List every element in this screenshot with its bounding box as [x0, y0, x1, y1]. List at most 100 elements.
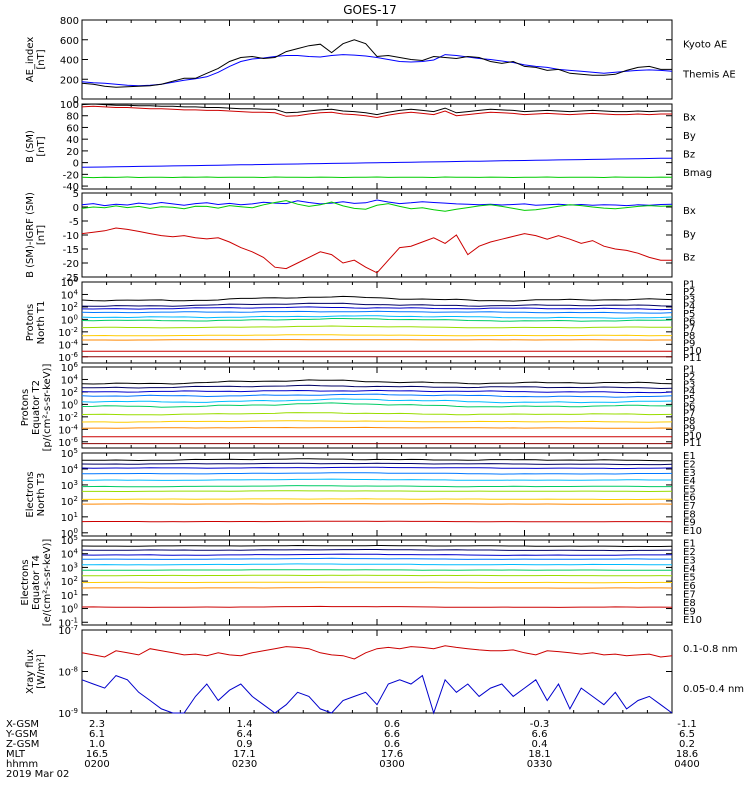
legend-protons-t2-p11: P11 — [683, 438, 702, 449]
series-protons-t1-p2 — [81, 302, 673, 307]
legend-electrons-t3-e9: E9 — [683, 518, 696, 529]
legend-electrons-t4-e4: E4 — [683, 564, 696, 575]
legend-protons-t1-p3: P3 — [683, 294, 695, 305]
legend-electrons-t4-e9: E9 — [683, 606, 696, 617]
footer-value: 17.1 — [233, 749, 255, 760]
y-tick-label: 102 — [61, 386, 78, 399]
series-electrons-t3-e8 — [82, 498, 672, 501]
series-electrons-t4-e3 — [81, 553, 673, 556]
series-electrons-t4-e4 — [81, 557, 672, 560]
y-tick-label: 400 — [60, 56, 79, 67]
legend-bsm-bx: Bx — [683, 113, 696, 124]
legend-electrons-t3-e10: E10 — [683, 526, 702, 537]
legend-protons-t2-p5: P5 — [683, 394, 695, 405]
panel-xray: 10-7 10-8 10-9 Xray flux[W/m²] 0.1-0.8 nm 0.0… — [25, 624, 744, 720]
y-tick-label: 10-2 — [58, 326, 78, 339]
y-tick-label: 10-6 — [58, 436, 78, 449]
legend-xray-0-1-0-8-nm: 0.1-0.8 nm — [683, 644, 738, 655]
legend-ae-themis-ae: Themis AE — [682, 70, 736, 81]
series-bsm-by — [81, 176, 673, 179]
y-tick-label: 10-1 — [58, 616, 78, 629]
legend-protons-t2-p3: P3 — [683, 379, 695, 390]
series-bsm-igrf-by — [81, 200, 673, 212]
footer-value: 6.1 — [89, 729, 105, 740]
footer-value: 18.6 — [676, 749, 698, 760]
y-axis-label-bsm: B (SM)[nT] — [25, 130, 47, 163]
legend-electrons-t4-e1: E1 — [683, 538, 696, 549]
footer-value: 0330 — [527, 759, 552, 770]
y-tick-label: 101 — [61, 589, 78, 602]
legend-protons-t2-p2: P2 — [683, 372, 695, 383]
y-tick-label: 103 — [61, 561, 78, 574]
series-electrons-t3-e10 — [81, 520, 673, 523]
series-protons-t2-p9 — [81, 426, 673, 429]
footer-value: 0.9 — [237, 739, 253, 750]
legend-electrons-t3-e6: E6 — [683, 493, 696, 504]
legend-ae-kyoto-ae: Kyoto AE — [683, 39, 727, 50]
series-protons-t2-p2 — [81, 384, 673, 390]
panel-frame-ae — [81, 19, 673, 100]
series-protons-t1-p6 — [81, 318, 673, 322]
y-tick-label: 104 — [61, 463, 79, 476]
series-xray-0-1-0-8-nm — [81, 645, 673, 660]
legend-electrons-t4-e10: E10 — [683, 615, 702, 626]
footer-value: 1.0 — [89, 739, 105, 750]
footer-value: 0.6 — [384, 719, 400, 730]
series-electrons-t4-e1 — [81, 544, 673, 548]
legend-electrons-t3-e1: E1 — [683, 451, 696, 462]
legend-protons-t2-p10: P10 — [683, 431, 702, 442]
y-tick-label: 10-8 — [58, 666, 78, 679]
legend-protons-t2-p9: P9 — [683, 423, 695, 434]
y-tick-label: -10 — [63, 231, 79, 242]
footer-value: 0300 — [379, 759, 404, 770]
y-tick-label: 106 — [61, 276, 79, 289]
y-tick-label: 10-9 — [58, 707, 78, 720]
footer-value: 1.4 — [237, 719, 253, 730]
footer-value: 0.4 — [532, 739, 548, 750]
series-protons-t1-p7 — [81, 325, 672, 329]
legend-bsm-igrf-bz: Bz — [683, 253, 695, 264]
footer-label-z-gsm: Z-GSM — [6, 739, 39, 750]
y-tick-label: 102 — [61, 575, 78, 588]
legend-electrons-t4-e5: E5 — [683, 572, 696, 583]
y-tick-label: -20 — [63, 259, 79, 270]
footer-value: 6.4 — [237, 729, 253, 740]
footer-value: -1.1 — [677, 719, 697, 730]
y-tick-label: 10-7 — [58, 624, 78, 637]
series-electrons-t3-e6 — [81, 485, 672, 488]
y-tick-label: 100 — [60, 100, 79, 111]
y-axis-label-protons-t2: ProtonsEquator T2[p/(cm²-s-sr-keV)] — [20, 364, 53, 452]
chart-title: GOES-17 — [343, 3, 397, 17]
series-protons-t2-p5 — [81, 398, 673, 404]
series-electrons-t4-e10 — [81, 605, 673, 608]
series-bsm-igrf-bz — [81, 227, 672, 274]
legend-bsm-igrf-bx: Bx — [683, 206, 696, 217]
footer-value: 0200 — [84, 759, 109, 770]
legend-bsm-bz: Bz — [683, 150, 695, 161]
legend-protons-t2-p4: P4 — [683, 387, 695, 398]
series-protons-t1-p4 — [81, 310, 673, 314]
y-tick-label: 200 — [60, 75, 79, 86]
legend-protons-t1-p5: P5 — [683, 309, 695, 320]
footer-value: 6.5 — [679, 729, 695, 740]
legend-electrons-t3-e4: E4 — [683, 476, 696, 487]
y-tick-label: 100 — [61, 603, 78, 616]
y-tick-label: -15 — [63, 245, 79, 256]
legend-protons-t1-p1: P1 — [683, 280, 695, 291]
y-tick-label: 0 — [73, 203, 79, 214]
y-tick-label: 80 — [66, 112, 79, 123]
y-tick-label: 105 — [61, 534, 78, 547]
legend-electrons-t4-e2: E2 — [683, 547, 696, 558]
series-protons-t1-p8 — [81, 334, 672, 337]
legend-electrons-t4-e3: E3 — [683, 555, 696, 566]
series-electrons-t4-e7 — [82, 574, 673, 577]
y-tick-label: 103 — [61, 479, 78, 492]
legend-electrons-t3-e2: E2 — [683, 460, 696, 471]
footer-value: 17.6 — [381, 749, 403, 760]
y-tick-label: 105 — [61, 447, 78, 460]
